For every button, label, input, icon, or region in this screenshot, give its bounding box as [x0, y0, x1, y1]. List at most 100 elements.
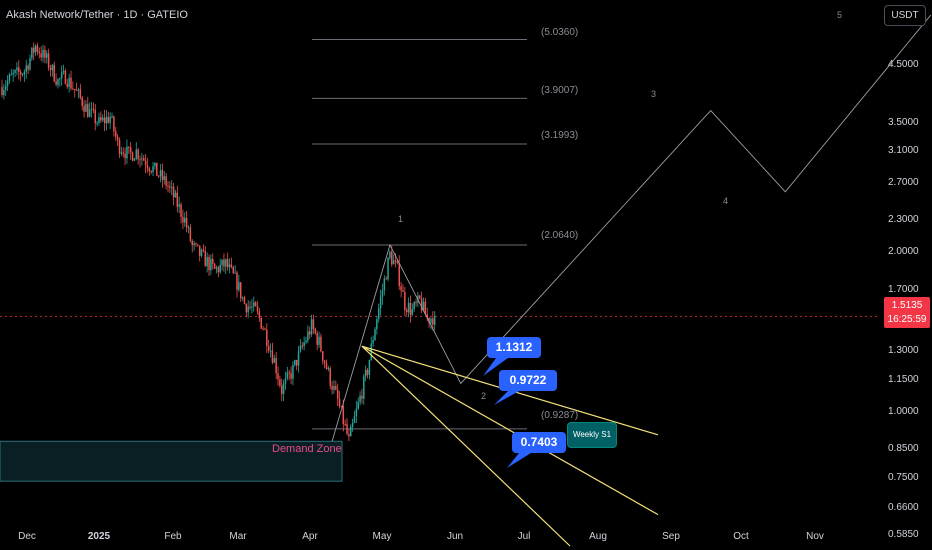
candle-body [85, 104, 87, 112]
candle-body [311, 319, 313, 334]
candle-body [262, 329, 264, 330]
candle-body [61, 73, 63, 79]
candle-body [255, 302, 257, 306]
candle-body [16, 67, 18, 70]
candle-body [221, 260, 223, 265]
price-tick-label: 2.0000 [888, 246, 919, 257]
target-callout-1[interactable]: 1.1312 [487, 337, 541, 358]
target-callout-2[interactable]: 0.9722 [499, 370, 557, 391]
target-callout-3[interactable]: 0.7403 [512, 432, 566, 453]
candle-body [290, 373, 292, 379]
weekly-s1-callout[interactable]: Weekly S1 [567, 422, 617, 448]
candle-body [270, 351, 272, 352]
candle-body [234, 273, 236, 274]
candle-body [95, 110, 97, 123]
candle-body [316, 333, 318, 344]
price-tick-label: 1.7000 [888, 284, 919, 295]
candle-body [378, 308, 380, 319]
candle-body [184, 218, 186, 223]
currency-button[interactable]: USDT [884, 5, 926, 26]
candle-body [55, 81, 57, 84]
candle-body [128, 147, 130, 148]
candle-body [152, 166, 154, 172]
candle-body [335, 386, 337, 389]
candle-body [134, 159, 136, 161]
candle-body [363, 376, 365, 398]
candle-body [315, 329, 317, 334]
candle-body [98, 117, 100, 123]
candle-body [188, 227, 190, 228]
candle-body [139, 159, 141, 160]
candle-body [259, 311, 261, 318]
candle-body [53, 65, 55, 81]
candle-body [147, 165, 149, 168]
candle-body [191, 241, 193, 245]
candle-body [346, 424, 348, 434]
time-tick-label: Apr [302, 531, 318, 542]
candle-body [39, 52, 41, 54]
candle-body [223, 260, 225, 267]
candle-body [130, 148, 132, 153]
candle-body [247, 307, 249, 313]
candle-body [29, 58, 31, 70]
wave-label-3: 3 [651, 89, 656, 99]
candle-body [48, 53, 50, 68]
time-tick-label: Aug [589, 531, 607, 542]
candle-body [227, 259, 229, 267]
candle-body [178, 204, 180, 206]
wave-label-4: 4 [723, 196, 728, 206]
candle-body [352, 423, 354, 427]
price-tick-label: 0.6600 [888, 502, 919, 513]
candle-body [158, 176, 160, 177]
wave-projection-line [332, 15, 931, 441]
candle-body [253, 302, 255, 306]
candle-body [298, 351, 300, 366]
candle-body [372, 340, 374, 343]
candle-body [193, 243, 195, 245]
candle-body [113, 117, 115, 132]
candle-body [182, 217, 184, 223]
candle-body [210, 259, 212, 270]
candle-body [37, 46, 39, 52]
candle-body [22, 74, 24, 75]
candle-body [108, 117, 110, 123]
candle-body [305, 341, 307, 343]
time-tick-label: 2025 [88, 531, 110, 542]
candle-body [320, 337, 322, 352]
symbol-title: Akash Network/Tether · 1D · GATEIO [6, 9, 188, 21]
candle-body [292, 365, 294, 379]
candle-body [27, 66, 29, 70]
candle-body [275, 358, 277, 373]
candle-body [236, 273, 238, 290]
candle-body [365, 370, 367, 376]
candle-body [9, 75, 11, 81]
candle-body [300, 346, 302, 351]
fib-label-5036: (5.0360) [541, 27, 578, 38]
candle-body [199, 246, 201, 256]
candle-body [249, 307, 251, 308]
candle-body [190, 227, 192, 241]
candle-body [218, 267, 220, 272]
candle-body [402, 291, 404, 292]
candle-body [430, 318, 432, 322]
candle-body [212, 259, 214, 264]
fib-label-20640: (2.0640) [541, 230, 578, 241]
candle-body [326, 363, 328, 369]
price-tick-label: 3.1000 [888, 145, 919, 156]
candle-body [296, 360, 298, 366]
candle-body [42, 50, 44, 58]
candle-body [302, 346, 304, 347]
candle-body [115, 131, 117, 137]
candle-body [186, 218, 188, 228]
candle-body [376, 319, 378, 329]
candle-body [81, 98, 83, 107]
candle-body [244, 297, 246, 303]
candle-body [3, 90, 4, 95]
candle-body [348, 434, 350, 436]
time-tick-label: Feb [164, 531, 181, 542]
candle-body [175, 193, 177, 198]
candle-body [333, 386, 335, 390]
candle-body [111, 117, 113, 118]
